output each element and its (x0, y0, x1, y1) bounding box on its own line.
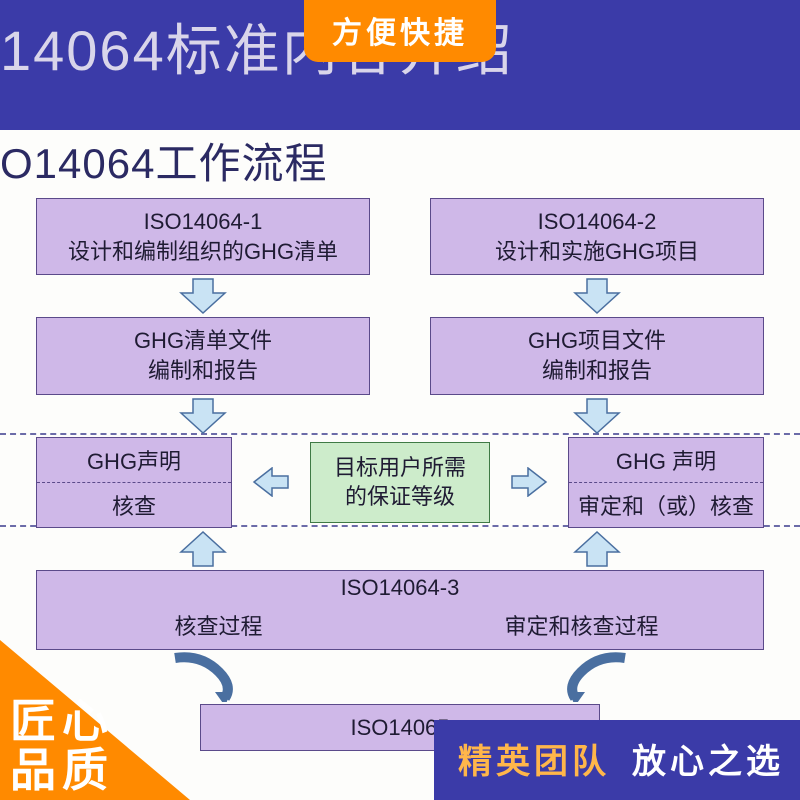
arrow-down-icon (175, 275, 231, 317)
arrow-down-icon (569, 275, 625, 317)
row-arrows-up (36, 528, 764, 570)
corner-right-t2: 放心之选 (632, 734, 784, 783)
right-box-2-line1: GHG项目文件 (437, 326, 757, 356)
right-box-1-line2: 设计和实施GHG项目 (437, 237, 757, 267)
right-box-2: GHG项目文件 编制和报告 (430, 317, 764, 394)
corner-left-line1: 匠心 (0, 697, 190, 745)
left-box-2: GHG清单文件 编制和报告 (36, 317, 370, 394)
wide-box-title: ISO14064-3 (37, 571, 763, 603)
left-box-3-bot: 核查 (37, 483, 231, 527)
middle-row: GHG声明 核查 目标用户所需 的保证等级 GHG 声明 审定和（或）核查 (36, 437, 764, 528)
left-box-2-line2: 编制和报告 (43, 356, 363, 386)
right-box-1: ISO14064-2 设计和实施GHG项目 (430, 198, 764, 275)
right-box-3: GHG 声明 审定和（或）核查 (568, 437, 764, 528)
right-box-3-top: GHG 声明 (569, 438, 763, 483)
arrow-down-icon (569, 395, 625, 437)
left-box-3-top: GHG声明 (37, 438, 231, 483)
corner-left-line2: 品质 (0, 746, 190, 800)
left-box-1: ISO14064-1 设计和编制组织的GHG清单 (36, 198, 370, 275)
arrow-up-icon (175, 528, 231, 570)
wide-box: ISO14064-3 核查过程 审定和核查过程 (36, 570, 764, 650)
center-line2: 的保证等级 (321, 482, 479, 512)
corner-right-t1: 精英团队 (458, 734, 610, 783)
right-box-2-line2: 编制和报告 (437, 356, 757, 386)
left-box-1-line1: ISO14064-1 (43, 207, 363, 237)
curve-arrow-icon (557, 650, 637, 704)
arrow-down-icon (175, 395, 231, 437)
wide-box-right-cell: 审定和核查过程 (400, 603, 763, 649)
left-box-3: GHG声明 核查 (36, 437, 232, 528)
top-badge-text: 方便快捷 (332, 17, 468, 50)
left-col: ISO14064-1 设计和编制组织的GHG清单 GHG清单文件 编制和报告 (36, 198, 370, 437)
left-box-1-line2: 设计和编制组织的GHG清单 (43, 237, 363, 267)
left-box-2-line1: GHG清单文件 (43, 326, 363, 356)
arrow-right-icon (510, 467, 548, 497)
right-box-3-bot: 审定和（或）核查 (569, 483, 763, 527)
subheader: O14064工作流程 (0, 130, 327, 191)
arrow-up-icon (569, 528, 625, 570)
corner-right-badge: 精英团队 放心之选 (434, 720, 800, 800)
top-badge: 方便快捷 (304, 0, 496, 62)
right-col: ISO14064-2 设计和实施GHG项目 GHG项目文件 编制和报告 (430, 198, 764, 437)
center-line1: 目标用户所需 (321, 453, 479, 483)
right-box-1-line1: ISO14064-2 (437, 207, 757, 237)
row-1: ISO14064-1 设计和编制组织的GHG清单 GHG清单文件 编制和报告 I… (36, 198, 764, 437)
corner-left-badge: 匠心 品质 (0, 640, 190, 800)
arrow-left-icon (252, 467, 290, 497)
center-box: 目标用户所需 的保证等级 (310, 442, 490, 523)
